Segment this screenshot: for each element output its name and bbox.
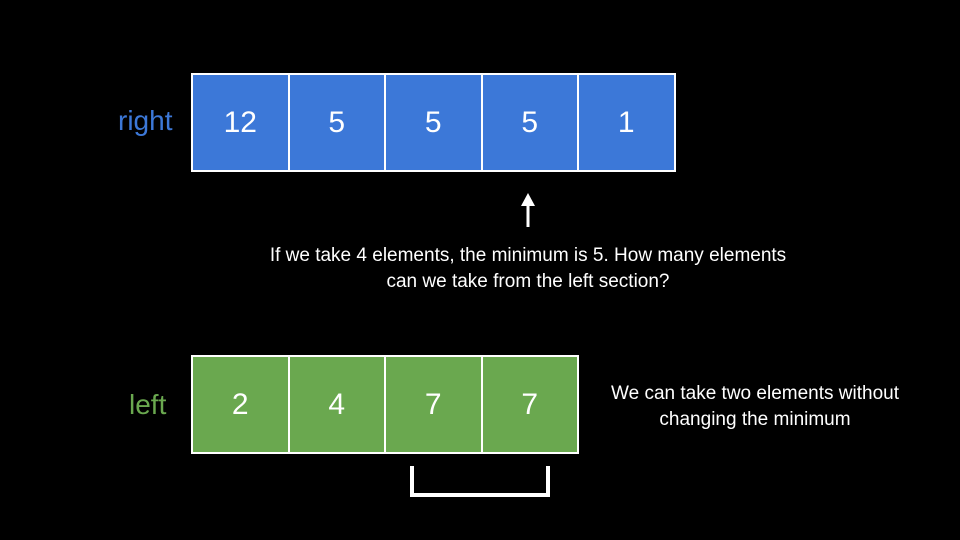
- right-array-cell: 5: [482, 73, 579, 172]
- right-array-cell: 1: [579, 73, 676, 172]
- pointer-arrow-icon: [521, 193, 535, 227]
- right-array-cell: 12: [193, 73, 290, 172]
- left-array-cell: 7: [386, 355, 483, 454]
- right-array-label: right: [118, 105, 173, 136]
- left-array-cell: 4: [289, 355, 386, 454]
- selection-bracket: [410, 466, 550, 497]
- left-array-cell: 7: [482, 355, 579, 454]
- right-array-cell: 5: [386, 73, 483, 172]
- answer-text: We can take two elements without changin…: [611, 383, 899, 430]
- right-array: 12 5 5 5 1: [191, 73, 676, 172]
- question-text: If we take 4 elements, the minimum is 5.…: [269, 245, 787, 292]
- left-array-label: left: [129, 389, 167, 420]
- right-array-cell: 5: [289, 73, 386, 172]
- left-array-cell: 2: [193, 355, 290, 454]
